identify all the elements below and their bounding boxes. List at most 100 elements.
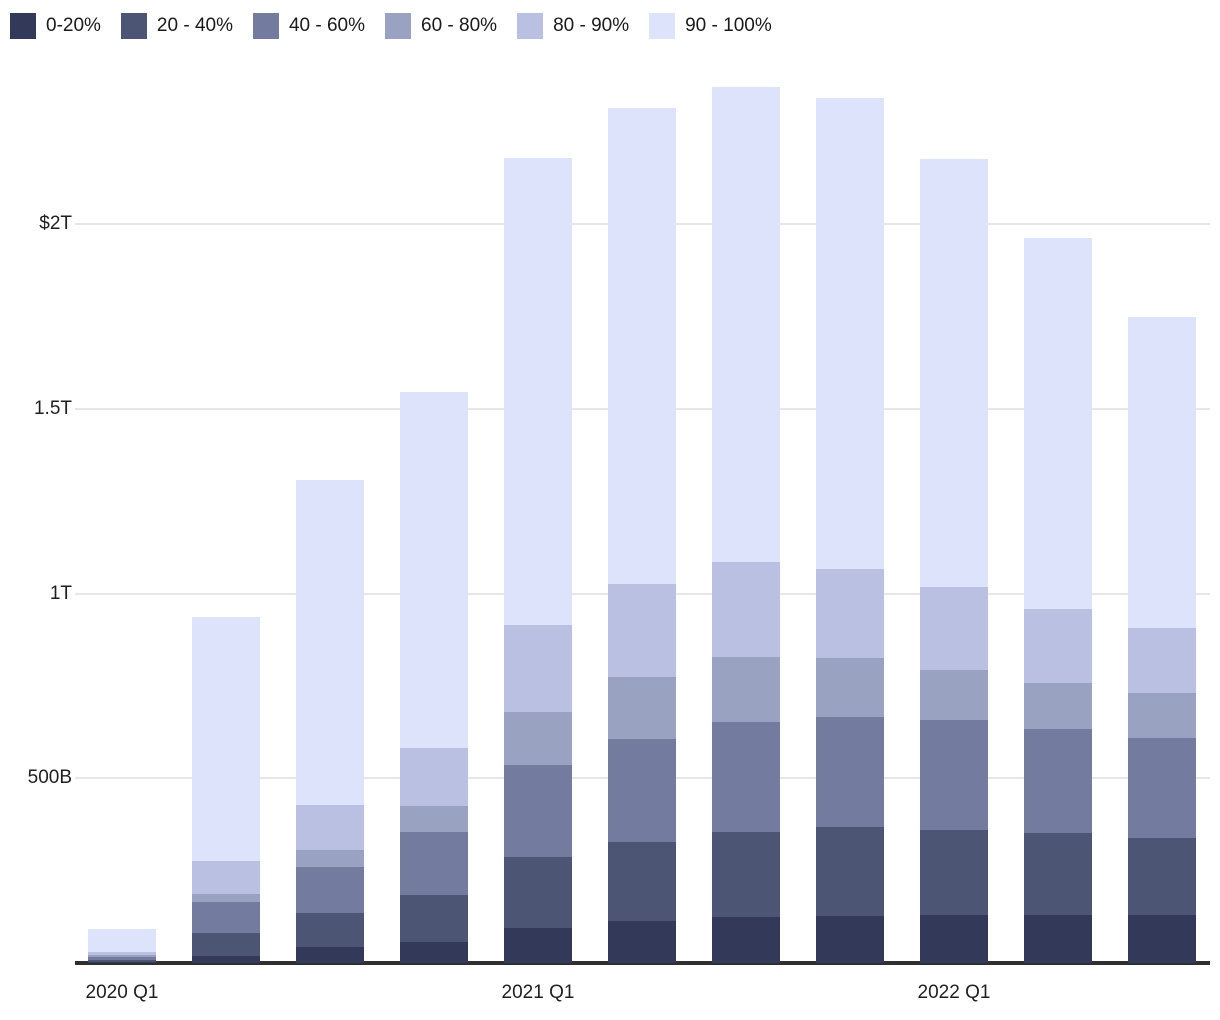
bar-segment-20-40%[interactable] — [608, 841, 676, 921]
bar-segment-20-40%[interactable] — [88, 960, 156, 962]
bar-segment-40-60%[interactable] — [1128, 737, 1196, 839]
bar-segment-20-40%[interactable] — [1024, 832, 1092, 915]
bar-segment-0-20%[interactable] — [400, 941, 468, 963]
bar-2021-q4[interactable] — [816, 97, 884, 963]
bar-segment-60-80%[interactable] — [816, 657, 884, 717]
bar-segment-20-40%[interactable] — [712, 831, 780, 917]
legend-label: 0-20% — [46, 15, 101, 36]
bar-segment-0-20%[interactable] — [296, 947, 364, 963]
bar-segment-90-100%[interactable] — [920, 158, 988, 587]
bar-segment-20-40%[interactable] — [1128, 838, 1196, 915]
bar-segment-0-20%[interactable] — [1128, 914, 1196, 963]
bar-segment-90-100%[interactable] — [1024, 238, 1092, 610]
bar-segment-0-20%[interactable] — [920, 914, 988, 963]
legend-item-90-100%[interactable]: 90 - 100% — [649, 13, 772, 39]
legend-item-80-90%[interactable]: 80 - 90% — [517, 13, 629, 39]
bar-segment-40-60%[interactable] — [920, 719, 988, 830]
bar-segment-90-100%[interactable] — [88, 929, 156, 952]
legend-item-20-40%[interactable]: 20 - 40% — [120, 13, 233, 39]
bar-2022-q3[interactable] — [1128, 316, 1196, 963]
bar-segment-80-90%[interactable] — [1024, 609, 1092, 683]
bar-segment-90-100%[interactable] — [296, 479, 364, 805]
y-axis-tick-label: 1.5T — [33, 397, 72, 419]
bar-segment-20-40%[interactable] — [400, 895, 468, 942]
bar-segment-80-90%[interactable] — [400, 747, 468, 806]
bar-segment-40-60%[interactable] — [192, 902, 260, 934]
bar-segment-90-100%[interactable] — [608, 108, 676, 584]
x-axis-tick-label: 2021 Q1 — [501, 982, 575, 1003]
y-axis-tick-label: $2T — [39, 213, 72, 234]
bar-segment-20-40%[interactable] — [920, 829, 988, 915]
x-axis-tick-label: 2020 Q1 — [85, 982, 159, 1003]
bar-segment-90-100%[interactable] — [1128, 316, 1196, 628]
bar-segment-60-80%[interactable] — [504, 712, 572, 765]
legend-label: 60 - 80% — [421, 15, 498, 36]
bar-segment-60-80%[interactable] — [608, 676, 676, 739]
legend-swatch-icon — [120, 13, 147, 39]
bar-segment-0-20%[interactable] — [504, 927, 572, 963]
bar-2022-q1[interactable] — [920, 158, 988, 963]
legend-swatch-icon — [385, 13, 412, 39]
bar-segment-0-20%[interactable] — [712, 916, 780, 963]
bar-segment-80-90%[interactable] — [712, 561, 780, 657]
bar-segment-20-40%[interactable] — [192, 933, 260, 956]
bar-segment-40-60%[interactable] — [816, 716, 884, 828]
bar-2020-q2[interactable] — [192, 617, 260, 963]
bar-segment-90-100%[interactable] — [504, 157, 572, 625]
bar-segment-0-20%[interactable] — [816, 916, 884, 963]
chart-legend: 0-20% 20 - 40% 40 - 60% 60 - 80% 80 - 90% 90 … — [10, 13, 772, 39]
bar-segment-60-80%[interactable] — [1024, 682, 1092, 729]
bar-segment-80-90%[interactable] — [816, 568, 884, 658]
bar-segment-0-20%[interactable] — [192, 955, 260, 963]
bar-segment-20-40%[interactable] — [296, 913, 364, 948]
bar-2020-q1[interactable] — [88, 929, 156, 963]
bar-segment-40-60%[interactable] — [296, 866, 364, 914]
bar-segment-80-90%[interactable] — [192, 861, 260, 894]
x-axis-line — [75, 961, 1210, 965]
bar-segment-60-80%[interactable] — [192, 893, 260, 903]
legend-swatch-icon — [649, 13, 676, 39]
bar-segment-20-40%[interactable] — [816, 827, 884, 917]
bar-segment-60-80%[interactable] — [400, 805, 468, 832]
bar-segment-20-40%[interactable] — [504, 856, 572, 928]
bar-segment-40-60%[interactable] — [88, 957, 156, 961]
bar-segment-0-20%[interactable] — [88, 961, 156, 963]
legend-swatch-icon — [517, 13, 544, 39]
legend-swatch-icon — [10, 13, 36, 39]
legend-item-60-80%[interactable]: 60 - 80% — [385, 13, 497, 39]
bar-segment-40-60%[interactable] — [1024, 728, 1092, 833]
legend-label: 90 - 100% — [685, 15, 772, 36]
bar-segment-80-90%[interactable] — [88, 951, 156, 955]
bar-segment-40-60%[interactable] — [400, 831, 468, 896]
bar-segment-90-100%[interactable] — [816, 97, 884, 569]
bar-segment-40-60%[interactable] — [608, 738, 676, 842]
bar-segment-80-90%[interactable] — [296, 804, 364, 850]
bar-segment-60-80%[interactable] — [1128, 692, 1196, 738]
bar-segment-60-80%[interactable] — [712, 656, 780, 722]
bar-segment-90-100%[interactable] — [400, 391, 468, 748]
bar-2022-q2[interactable] — [1024, 238, 1092, 963]
bar-segment-90-100%[interactable] — [192, 617, 260, 862]
bar-segment-60-80%[interactable] — [296, 849, 364, 867]
bar-segment-40-60%[interactable] — [712, 721, 780, 832]
bar-2021-q2[interactable] — [608, 108, 676, 963]
bar-segment-80-90%[interactable] — [504, 624, 572, 713]
bar-2020-q3[interactable] — [296, 479, 364, 963]
legend-item-0-20%[interactable]: 0-20% — [10, 13, 101, 39]
bar-segment-0-20%[interactable] — [608, 920, 676, 963]
bar-2021-q1[interactable] — [504, 157, 572, 963]
legend-label: 80 - 90% — [553, 15, 630, 36]
bar-segment-60-80%[interactable] — [920, 669, 988, 720]
bar-segment-80-90%[interactable] — [920, 586, 988, 670]
bar-segment-80-90%[interactable] — [608, 583, 676, 677]
bar-segment-40-60%[interactable] — [504, 764, 572, 857]
bar-2020-q4[interactable] — [400, 391, 468, 963]
legend-label: 40 - 60% — [288, 15, 366, 36]
bar-2021-q3[interactable] — [712, 86, 780, 963]
bar-segment-80-90%[interactable] — [1128, 627, 1196, 693]
bar-segment-0-20%[interactable] — [1024, 914, 1092, 963]
legend-item-40-60%[interactable]: 40 - 60% — [252, 13, 366, 39]
bar-segment-90-100%[interactable] — [712, 86, 780, 562]
bar-segment-60-80%[interactable] — [88, 954, 156, 958]
